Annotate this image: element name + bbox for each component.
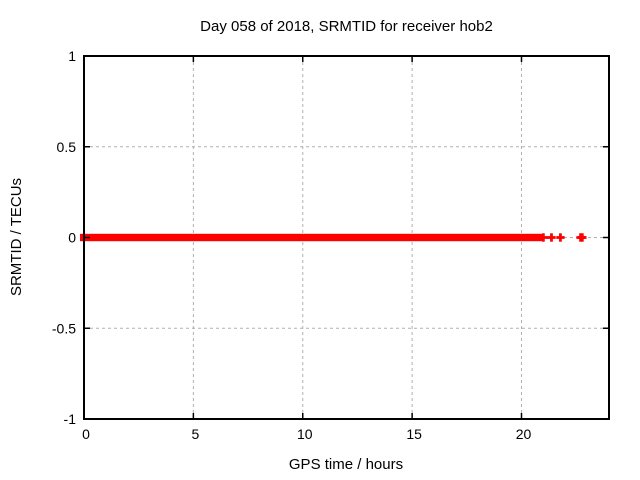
x-tick-label: 20 (516, 426, 532, 442)
chart-title: Day 058 of 2018, SRMTID for receiver hob… (200, 18, 493, 35)
data-dense-band (80, 233, 543, 242)
x-tick-label: 5 (191, 426, 199, 442)
y-tick-label: -1 (64, 411, 77, 427)
y-tick-label: -0.5 (52, 320, 76, 336)
x-tick-label: 0 (82, 426, 90, 442)
y-tick-label: 0 (68, 230, 76, 246)
x-tick-label: 10 (297, 426, 313, 442)
x-tick-label: 15 (406, 426, 422, 442)
y-tick-label: 1 (68, 48, 76, 64)
x-axis-label: GPS time / hours (288, 456, 404, 473)
y-tick-label: 0.5 (57, 139, 77, 155)
